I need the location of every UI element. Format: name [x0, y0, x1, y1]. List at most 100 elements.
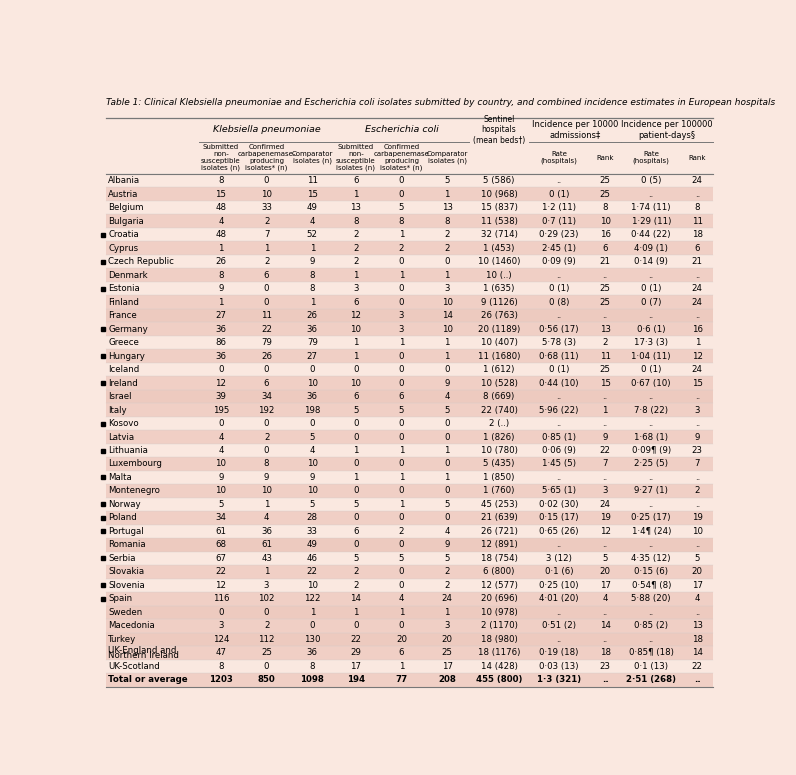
- Text: 18 (1176): 18 (1176): [478, 649, 520, 657]
- Text: 1 (850): 1 (850): [483, 473, 515, 482]
- Text: 0·25 (10): 0·25 (10): [540, 581, 579, 590]
- Text: 46: 46: [306, 554, 318, 563]
- Text: 20: 20: [442, 635, 453, 644]
- Text: 0: 0: [399, 540, 404, 549]
- Text: 2: 2: [263, 257, 269, 266]
- Text: 24: 24: [692, 284, 703, 293]
- Text: 11: 11: [599, 352, 611, 360]
- Text: 6: 6: [353, 298, 358, 307]
- Text: 10: 10: [261, 487, 272, 495]
- Text: 0 (5): 0 (5): [641, 176, 661, 185]
- Text: 1: 1: [695, 338, 700, 347]
- Text: Israel: Israel: [108, 392, 131, 401]
- Text: 2: 2: [399, 243, 404, 253]
- Text: ..: ..: [649, 500, 654, 509]
- Text: Lithuania: Lithuania: [108, 446, 148, 455]
- Text: 0: 0: [353, 514, 358, 522]
- Text: 1: 1: [263, 500, 269, 509]
- Text: 1203: 1203: [209, 676, 232, 684]
- Text: 192: 192: [259, 405, 275, 415]
- Text: 21: 21: [599, 257, 611, 266]
- Text: 2: 2: [353, 581, 358, 590]
- Text: 130: 130: [304, 635, 321, 644]
- Text: Denmark: Denmark: [108, 270, 147, 280]
- Bar: [106, 673, 713, 687]
- Text: 12 (577): 12 (577): [481, 581, 517, 590]
- Text: Escherichia coli: Escherichia coli: [365, 126, 439, 134]
- Text: 1: 1: [399, 500, 404, 509]
- Text: 9: 9: [695, 432, 700, 442]
- Text: 10 (780): 10 (780): [481, 446, 517, 455]
- Text: 0: 0: [353, 365, 358, 374]
- Bar: [106, 430, 713, 444]
- Text: Estonia: Estonia: [108, 284, 140, 293]
- Text: 1: 1: [444, 446, 450, 455]
- Text: Rate
(hospitals): Rate (hospitals): [633, 151, 669, 164]
- Text: 6: 6: [353, 392, 358, 401]
- Text: 2: 2: [353, 257, 358, 266]
- Text: ..: ..: [695, 500, 700, 509]
- Text: 20 (1189): 20 (1189): [478, 325, 520, 333]
- Text: 0·29 (23): 0·29 (23): [540, 230, 579, 239]
- Text: 0: 0: [399, 176, 404, 185]
- Text: 23: 23: [599, 662, 611, 671]
- Text: 10 (1460): 10 (1460): [478, 257, 520, 266]
- Text: 1: 1: [310, 243, 315, 253]
- Text: 0·19 (18): 0·19 (18): [540, 649, 579, 657]
- Bar: [106, 350, 713, 363]
- Text: 6: 6: [263, 378, 269, 388]
- Text: 5: 5: [444, 500, 450, 509]
- Text: 14: 14: [442, 311, 453, 320]
- Text: 1: 1: [603, 405, 608, 415]
- Text: 16: 16: [599, 230, 611, 239]
- Text: 47: 47: [216, 649, 226, 657]
- Text: ..: ..: [603, 392, 608, 401]
- Text: 9: 9: [264, 473, 269, 482]
- Text: 1·45 (5): 1·45 (5): [542, 460, 576, 469]
- Text: 4: 4: [218, 432, 224, 442]
- Text: 24: 24: [442, 594, 453, 604]
- Text: 1: 1: [310, 298, 315, 307]
- Text: 2: 2: [444, 230, 450, 239]
- Text: 26: 26: [216, 257, 226, 266]
- Text: 0: 0: [444, 419, 450, 428]
- Text: 0: 0: [263, 284, 269, 293]
- Text: 8: 8: [444, 216, 450, 226]
- Text: 1: 1: [353, 446, 358, 455]
- Text: ..: ..: [649, 190, 654, 198]
- Text: 0·67 (10): 0·67 (10): [631, 378, 671, 388]
- Text: 0: 0: [310, 419, 315, 428]
- Text: 0: 0: [310, 622, 315, 630]
- Text: 2: 2: [603, 338, 608, 347]
- Text: 34: 34: [261, 392, 272, 401]
- Text: 1: 1: [444, 352, 450, 360]
- Text: 79: 79: [307, 338, 318, 347]
- Text: ..: ..: [556, 419, 562, 428]
- Text: 5 (435): 5 (435): [483, 460, 515, 469]
- Text: 1·4¶ (24): 1·4¶ (24): [631, 527, 671, 536]
- Text: Bulgaria: Bulgaria: [108, 216, 144, 226]
- Text: 3: 3: [603, 487, 608, 495]
- Text: 0: 0: [399, 581, 404, 590]
- Text: 0·44 (22): 0·44 (22): [631, 230, 671, 239]
- Text: 17: 17: [442, 662, 453, 671]
- Text: 8: 8: [353, 216, 358, 226]
- Text: Klebsiella pneumoniae: Klebsiella pneumoniae: [213, 126, 321, 134]
- Text: 10: 10: [350, 325, 361, 333]
- Text: 1 (760): 1 (760): [483, 487, 515, 495]
- Text: 9: 9: [218, 284, 224, 293]
- Bar: [106, 538, 713, 552]
- Text: ..: ..: [556, 270, 562, 280]
- Text: Malta: Malta: [108, 473, 132, 482]
- Text: 0·65 (26): 0·65 (26): [540, 527, 579, 536]
- Text: 9 (1126): 9 (1126): [481, 298, 517, 307]
- Text: 11: 11: [692, 216, 703, 226]
- Text: 45 (253): 45 (253): [481, 500, 517, 509]
- Text: 10: 10: [261, 190, 272, 198]
- Text: ..: ..: [556, 608, 562, 617]
- Text: 5: 5: [603, 554, 608, 563]
- Text: 8: 8: [218, 662, 224, 671]
- Text: 2·45 (1): 2·45 (1): [542, 243, 576, 253]
- Text: 5: 5: [310, 500, 315, 509]
- Text: 22: 22: [216, 567, 226, 577]
